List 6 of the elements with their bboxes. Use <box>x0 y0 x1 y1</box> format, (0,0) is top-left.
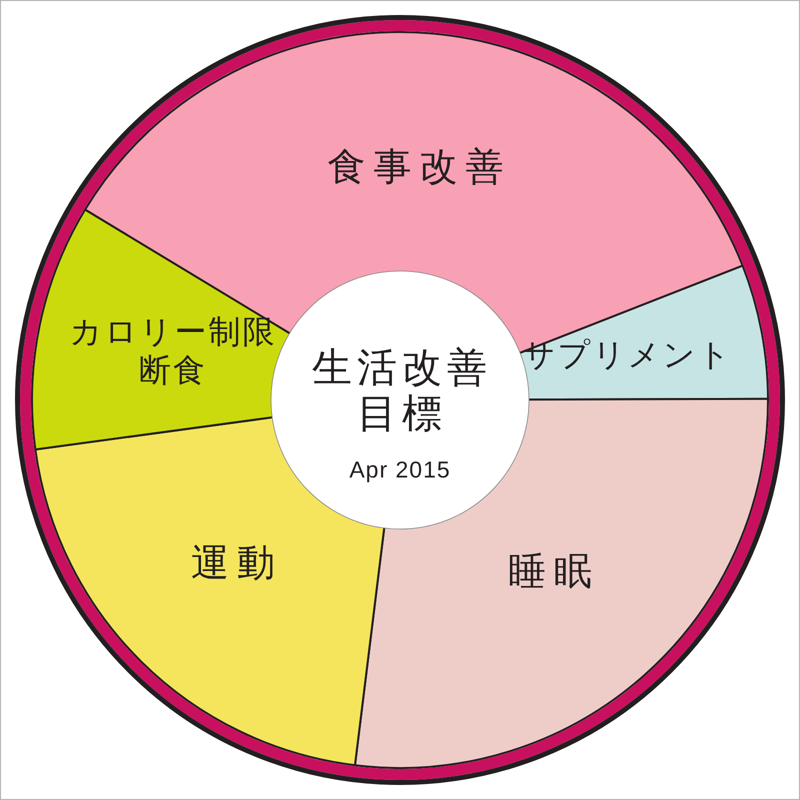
slice-label: 食事改善 <box>328 146 512 189</box>
slice-label: 運動 <box>191 542 284 584</box>
slice-label: 睡眠 <box>508 550 600 593</box>
text: 生活改善目標 <box>312 346 492 436</box>
text: Apr 2015 <box>349 456 451 482</box>
slice-label: カロリー制限断食 <box>70 314 277 388</box>
